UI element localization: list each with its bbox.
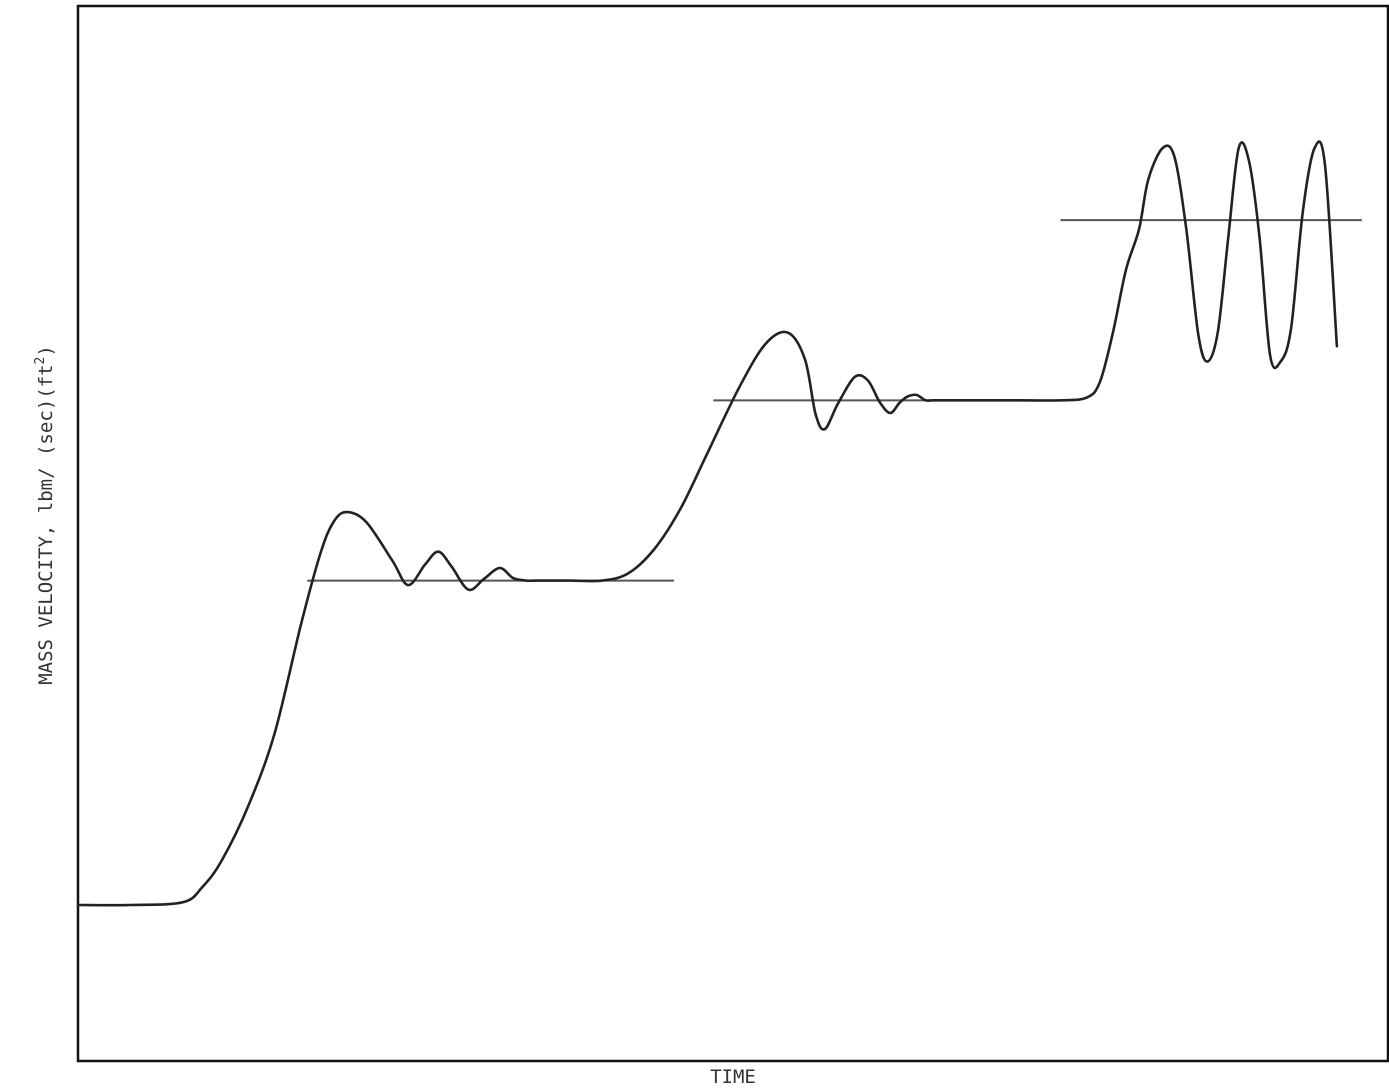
y-axis-label-close: ) (35, 345, 57, 356)
x-axis-label: TIME (710, 1066, 756, 1088)
series-layer (76, 140, 1362, 907)
y-axis-label-superscript: 2 (33, 357, 48, 365)
y-axis-label-main: MASS VELOCITY, lbm/ (sec)(ft (35, 364, 57, 684)
plot-frame (76, 4, 1389, 1063)
y-axis-label: MASS VELOCITY, lbm/ (sec)(ft2) (33, 345, 57, 685)
response-curve (76, 140, 1339, 907)
